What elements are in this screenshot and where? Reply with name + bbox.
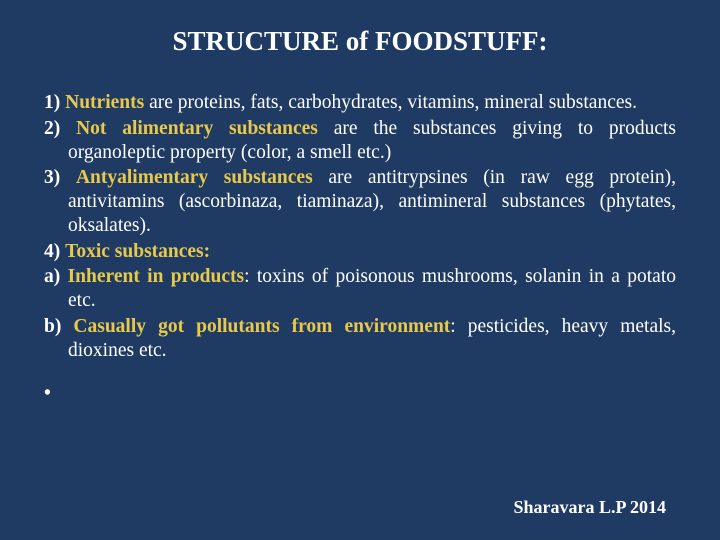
item-number: 2) [44,118,60,139]
list-item: b) Casually got pollutants from environm… [44,315,676,363]
item-number: 3) [44,167,60,188]
item-number: a) [44,266,60,287]
list-item: a) Inherent in products: toxins of poiso… [44,265,676,313]
list-item: 3) Antyalimentary substances are antitry… [44,166,676,237]
item-number: b) [44,316,61,337]
item-text: are proteins, fats, carbohydrates, vitam… [144,92,637,113]
bullet-icon: • [44,382,676,406]
item-number: 4) [44,241,60,262]
item-term: Inherent in products [68,266,245,287]
item-term: Toxic substances [65,241,204,262]
item-text: : [204,241,211,262]
item-term: Casually got pollutants from environment [73,316,450,337]
item-term: Nutrients [65,92,144,113]
list-item: 4) Toxic substances: [44,240,676,264]
slide-footer: Sharavara L.P 2014 [513,497,666,518]
item-term: Not alimentary substances [76,118,318,139]
item-number: 1) [44,92,60,113]
slide-body: 1) Nutrients are proteins, fats, carbohy… [44,91,676,406]
list-item: 2) Not alimentary substances are the sub… [44,117,676,165]
slide: STRUCTURE of FOODSTUFF: 1) Nutrients are… [0,0,720,540]
item-term: Antyalimentary substances [76,167,313,188]
slide-title: STRUCTURE of FOODSTUFF: [44,26,676,57]
list-item: 1) Nutrients are proteins, fats, carbohy… [44,91,676,115]
